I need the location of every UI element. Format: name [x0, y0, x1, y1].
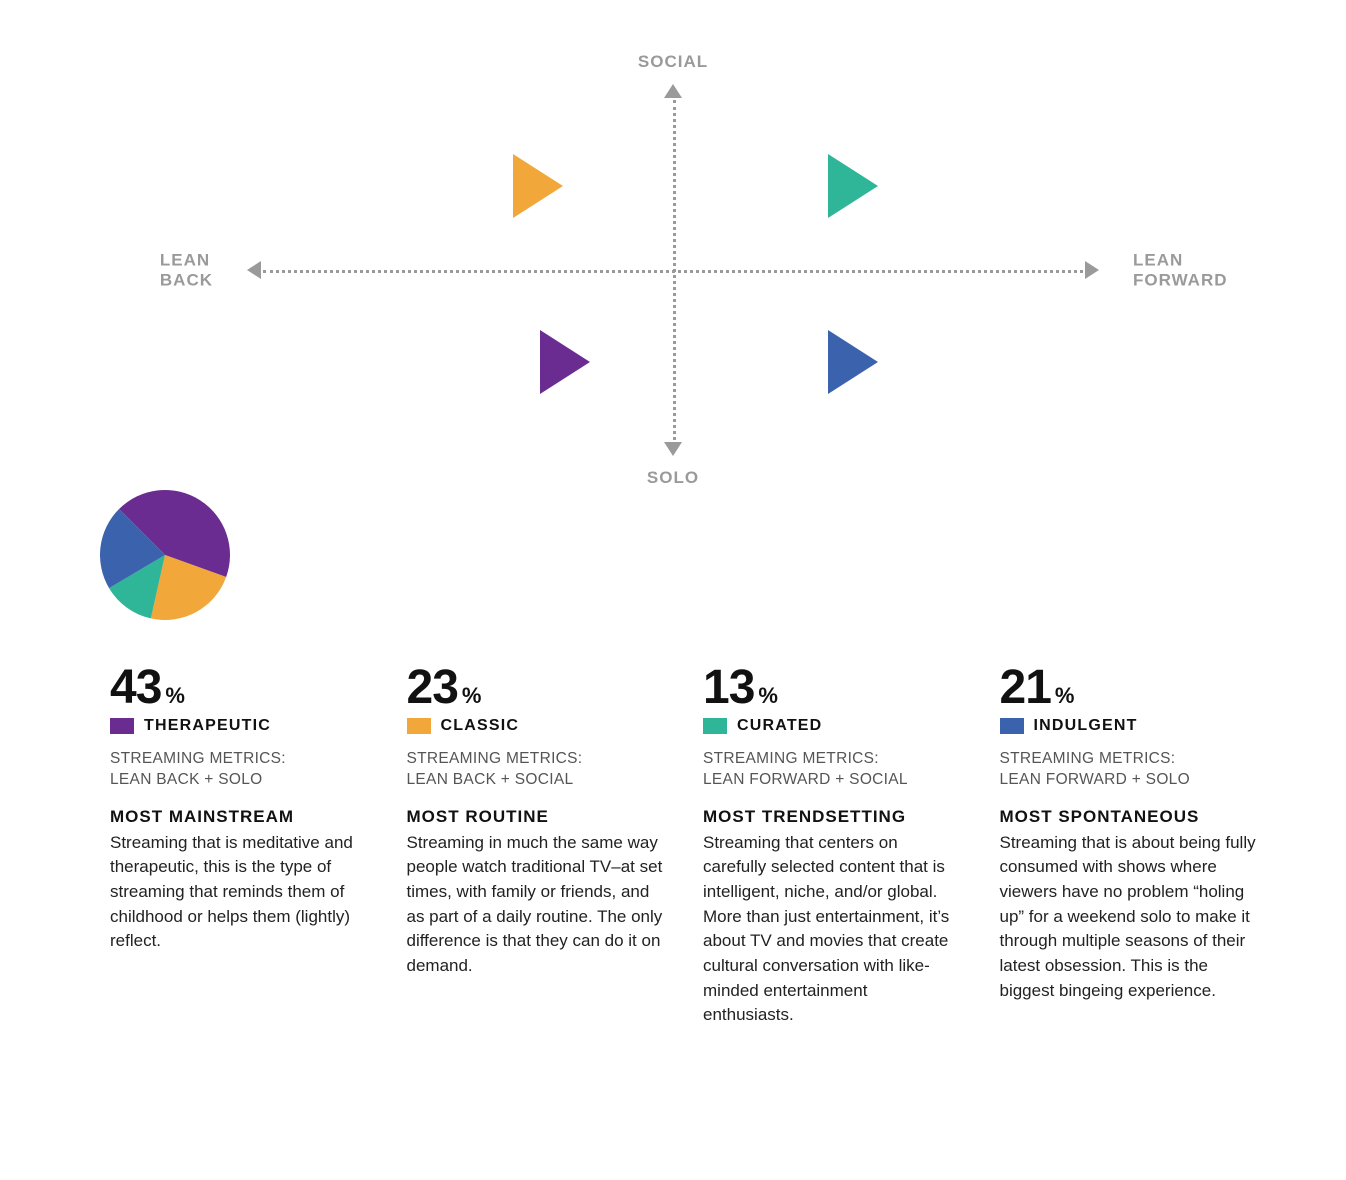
color-swatch	[110, 718, 134, 734]
headline: MOST MAINSTREAM	[110, 807, 367, 827]
color-swatch	[407, 718, 431, 734]
color-swatch	[1000, 718, 1024, 734]
swatch-line: CURATED	[703, 717, 960, 735]
infographic-page: SOCIAL SOLO LEANBACK LEANFORWARD 43 % TH…	[0, 0, 1346, 1180]
quadrant-diagram: SOCIAL SOLO LEANBACK LEANFORWARD	[223, 60, 1123, 480]
category-indulgent: 21 % INDULGENT STREAMING METRICS:LEAN FO…	[1000, 660, 1257, 1028]
axis-arrow-down-icon	[664, 442, 682, 456]
metrics-text: STREAMING METRICS:LEAN FORWARD + SOCIAL	[703, 749, 960, 791]
play-icon-curated	[828, 154, 878, 218]
pct-value: 23	[407, 660, 458, 715]
category-columns: 43 % THERAPEUTIC STREAMING METRICS:LEAN …	[110, 660, 1256, 1028]
headline: MOST TRENDSETTING	[703, 807, 960, 827]
pct-value: 13	[703, 660, 754, 715]
pie-chart	[100, 490, 230, 625]
category-name: CURATED	[737, 717, 822, 735]
body-text: Streaming that is about being fully cons…	[1000, 831, 1257, 1003]
headline: MOST SPONTANEOUS	[1000, 807, 1257, 827]
pct-symbol: %	[165, 683, 185, 709]
body-text: Streaming in much the same way people wa…	[407, 831, 664, 979]
color-swatch	[703, 718, 727, 734]
category-classic: 23 % CLASSIC STREAMING METRICS:LEAN BACK…	[407, 660, 664, 1028]
category-curated: 13 % CURATED STREAMING METRICS:LEAN FORW…	[703, 660, 960, 1028]
play-icon-indulgent	[828, 330, 878, 394]
metrics-text: STREAMING METRICS:LEAN BACK + SOCIAL	[407, 749, 664, 791]
category-name: CLASSIC	[441, 717, 520, 735]
axis-arrow-up-icon	[664, 84, 682, 98]
axis-arrow-right-icon	[1085, 261, 1099, 279]
axis-label-top: SOCIAL	[638, 52, 708, 72]
category-name: INDULGENT	[1034, 717, 1138, 735]
body-text: Streaming that is meditative and therape…	[110, 831, 367, 954]
axis-horizontal	[263, 270, 1083, 273]
category-therapeutic: 43 % THERAPEUTIC STREAMING METRICS:LEAN …	[110, 660, 367, 1028]
pct-symbol: %	[758, 683, 778, 709]
pct-line: 23 %	[407, 660, 664, 715]
axis-label-left: LEANBACK	[160, 250, 213, 289]
swatch-line: INDULGENT	[1000, 717, 1257, 735]
metrics-text: STREAMING METRICS:LEAN FORWARD + SOLO	[1000, 749, 1257, 791]
play-icon-therapeutic	[540, 330, 590, 394]
pct-line: 43 %	[110, 660, 367, 715]
pct-value: 21	[1000, 660, 1051, 715]
axis-arrow-left-icon	[247, 261, 261, 279]
axis-label-right: LEANFORWARD	[1133, 250, 1228, 289]
category-name: THERAPEUTIC	[144, 717, 271, 735]
axis-label-bottom: SOLO	[647, 468, 699, 488]
swatch-line: CLASSIC	[407, 717, 664, 735]
pct-symbol: %	[462, 683, 482, 709]
body-text: Streaming that centers on carefully sele…	[703, 831, 960, 1028]
pct-value: 43	[110, 660, 161, 715]
pct-line: 13 %	[703, 660, 960, 715]
pct-symbol: %	[1055, 683, 1075, 709]
headline: MOST ROUTINE	[407, 807, 664, 827]
play-icon-classic	[513, 154, 563, 218]
metrics-text: STREAMING METRICS:LEAN BACK + SOLO	[110, 749, 367, 791]
swatch-line: THERAPEUTIC	[110, 717, 367, 735]
pct-line: 21 %	[1000, 660, 1257, 715]
